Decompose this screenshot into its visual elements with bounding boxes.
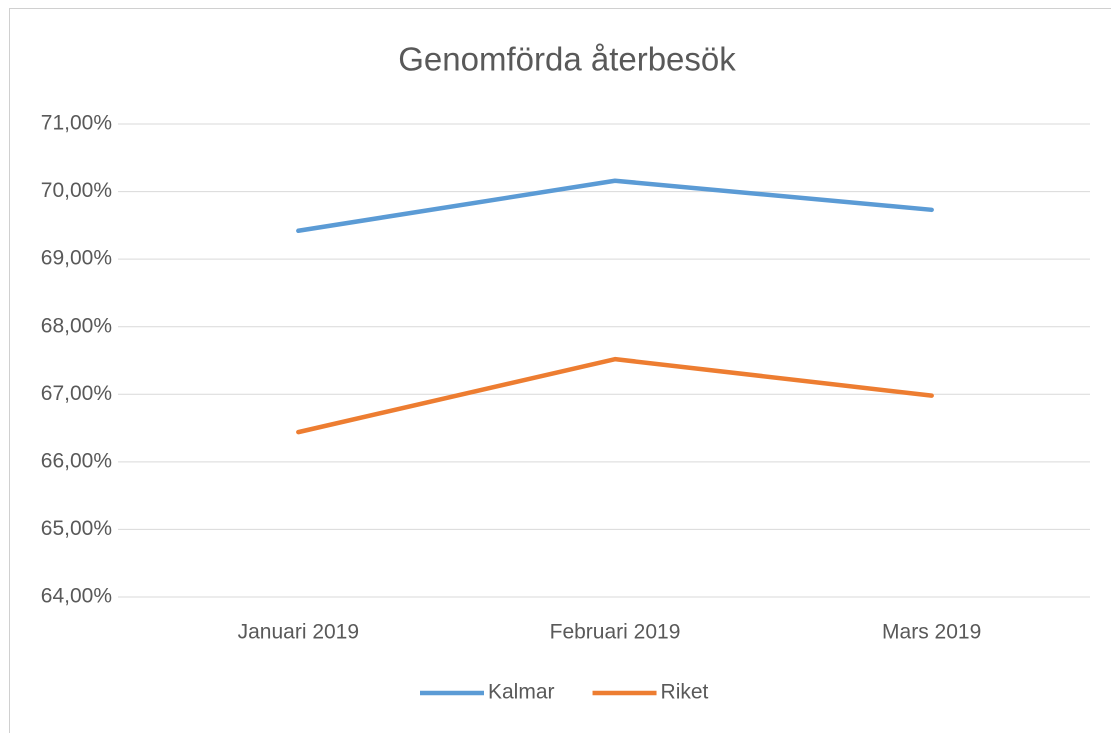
y-tick-label: 71,00% xyxy=(41,112,112,135)
y-tick-label: 68,00% xyxy=(41,314,112,337)
y-tick-label: 67,00% xyxy=(41,382,112,405)
legend-label: Riket xyxy=(661,681,709,704)
y-tick-label: 66,00% xyxy=(41,449,112,472)
y-tick-label: 70,00% xyxy=(41,179,112,202)
chart-title: Genomförda återbesök xyxy=(398,41,736,78)
data-line xyxy=(296,178,934,234)
x-tick-label: Mars 2019 xyxy=(882,621,981,644)
x-tick-label: Januari 2019 xyxy=(238,621,359,644)
legend-label: Kalmar xyxy=(488,681,555,704)
y-tick-label: 65,00% xyxy=(41,517,112,540)
y-tick-label: 69,00% xyxy=(41,247,112,270)
x-tick-label: Februari 2019 xyxy=(550,621,681,644)
y-tick-label: 64,00% xyxy=(41,585,112,608)
data-line xyxy=(296,356,934,435)
